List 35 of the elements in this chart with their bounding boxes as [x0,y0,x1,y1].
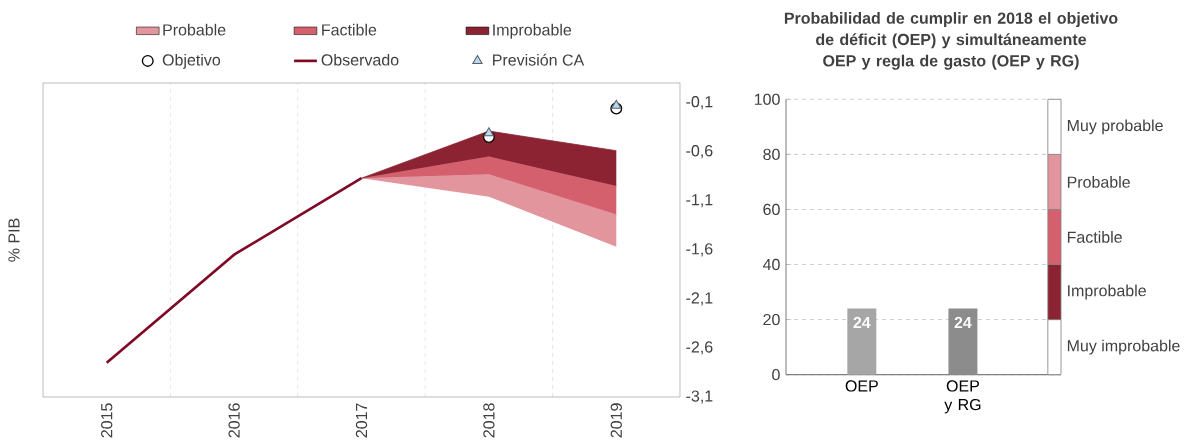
x-tick-label: 2019 [610,403,622,438]
y-tick-label: -1,1 [686,194,713,208]
x-tick-label: 2018 [483,403,495,438]
y-tick-label: -0,1 [686,96,713,110]
x-tick-label: 2015 [101,403,113,438]
data-label: 24 [853,316,871,329]
data-label: 24 [954,316,972,329]
y-tick-label: 40 [762,258,780,271]
legend-label: Improbable [493,23,572,39]
chart-title: Probabilidad de cumplir en 2018 el objetivo de déficit (OEP) y simultáneamente OEP y regla de gasto (OEP y RG) [784,12,1118,70]
x-tick-label: OEP y RG [944,380,981,414]
y-tick-label: -2,6 [686,341,713,355]
y-tick-label: 20 [763,313,780,326]
y-tick-label: 80 [763,148,780,161]
x-tick-label: 2016 [228,403,240,438]
legend-label: Observado [321,53,399,66]
band-label: Factible [1067,231,1122,243]
band-label: Muy probable [1067,119,1163,135]
band-label: Improbable [1068,284,1146,300]
legend-label: Objetivo [162,53,221,69]
y-tick-label: 60 [763,203,780,216]
x-tick-label: 2017 [355,403,368,438]
legend-label: Factible [322,23,377,36]
y-tick-label: 0 [772,368,780,381]
y-tick-label: -3,1 [686,390,713,404]
x-tick-label: OEP [845,380,878,392]
y-axis-title: % PIB [8,218,20,262]
y-tick-label: 100 [754,93,780,105]
y-tick-label: -2,1 [686,292,713,306]
legend-label: Probable [163,23,226,36]
y-tick-label: -0,6 [686,145,713,159]
band-label: Muy improbable [1067,339,1180,355]
legend-label: Previsión CA [493,53,585,66]
band-label: Probable [1067,176,1130,188]
y-tick-label: -1,6 [686,243,713,257]
